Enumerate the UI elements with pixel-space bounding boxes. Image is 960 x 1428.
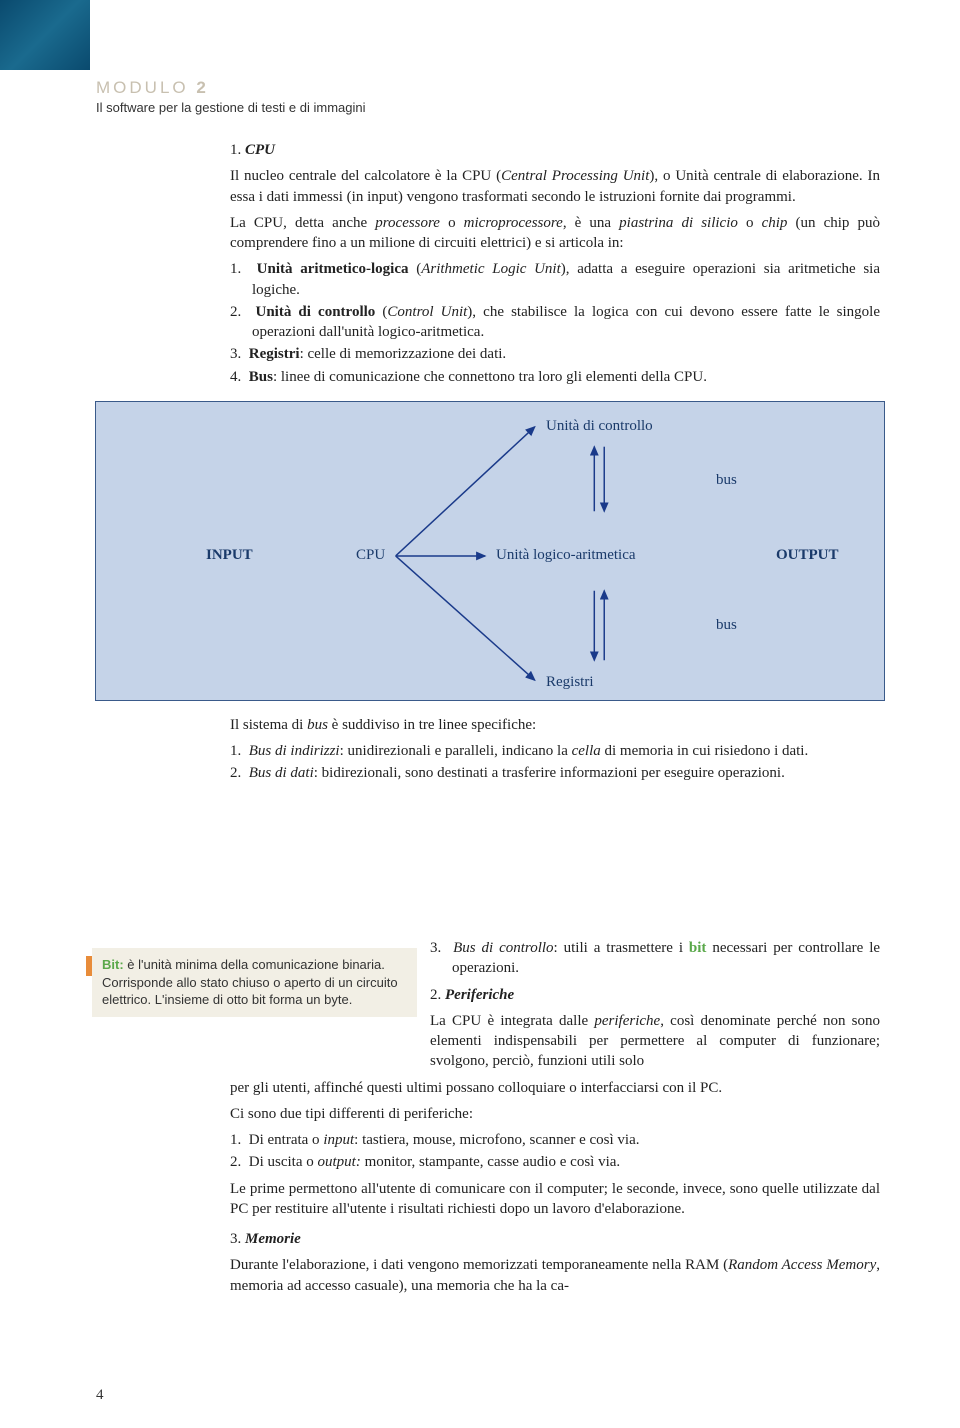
bus-item-3: 3. Bus di controllo: utili a trasmettere… — [430, 938, 880, 979]
diagram-cpu-label: CPU — [356, 547, 385, 564]
content-wrapped: 3. Bus di controllo: utili a trasmettere… — [230, 938, 880, 1302]
cpu-component-list: 1. Unità aritmetico-logica (Arithmetic L… — [230, 259, 880, 387]
module-text: MODULO — [96, 78, 189, 97]
diagram-bus-label-2: bus — [716, 617, 737, 634]
periferiche-p2: Ci sono due tipi differenti di periferic… — [230, 1104, 880, 1124]
list-item: 2. Di uscita o output: monitor, stampant… — [230, 1152, 880, 1172]
para-cpu-desc: La CPU, detta anche processore o micropr… — [230, 213, 880, 254]
page-number: 4 — [96, 1387, 104, 1404]
para-cpu-intro: Il nucleo centrale del calcolatore è la … — [230, 166, 880, 207]
module-subtitle: Il software per la gestione di testi e d… — [96, 100, 366, 115]
list-item: 1. Unità aritmetico-logica (Arithmetic L… — [230, 259, 880, 300]
section-heading-1: 1. CPU — [230, 140, 880, 160]
section-heading-3: 3. Memorie — [230, 1229, 880, 1249]
periferiche-p3: Le prime permettono all'utente di comuni… — [230, 1179, 880, 1220]
section-heading-2: 2. Periferiche — [430, 985, 880, 1005]
header-image — [0, 0, 90, 70]
diagram-bus-label-1: bus — [716, 472, 737, 489]
bus-intro: Il sistema di bus è suddiviso in tre lin… — [230, 715, 880, 735]
module-label: MODULO 2 — [96, 78, 209, 98]
module-number: 2 — [196, 78, 208, 97]
periferiche-p1-b: per gli utenti, affinché questi ultimi p… — [230, 1078, 880, 1098]
list-item: 1. Di entrata o input: tastiera, mouse, … — [230, 1130, 880, 1150]
periferiche-list: 1. Di entrata o input: tastiera, mouse, … — [230, 1130, 880, 1173]
diagram-ula-label: Unità logico-aritmetica — [496, 547, 636, 564]
main-content: 1. CPU Il nucleo centrale del calcolator… — [230, 140, 880, 786]
cpu-diagram: INPUT CPU Unità logico-aritmetica OUTPUT… — [95, 401, 885, 701]
periferiche-p1-a: La CPU è integrata dalle periferiche, co… — [430, 1011, 880, 1072]
memorie-p: Durante l'elaborazione, i dati vengono m… — [230, 1255, 880, 1296]
bus-list: 1. Bus di indirizzi: unidirezionali e pa… — [230, 741, 880, 784]
list-item: 2. Unità di controllo (Control Unit), ch… — [230, 302, 880, 343]
list-item: 3. Registri: celle di memorizzazione dei… — [230, 344, 880, 364]
diagram-uc-label: Unità di controllo — [546, 418, 653, 435]
list-item: 1. Bus di indirizzi: unidirezionali e pa… — [230, 741, 880, 761]
diagram-output-label: OUTPUT — [776, 547, 839, 564]
diagram-registri-label: Registri — [546, 674, 594, 691]
definition-term: Bit: — [102, 957, 124, 972]
list-item: 4. Bus: linee di comunicazione che conne… — [230, 367, 880, 387]
diagram-input-label: INPUT — [206, 547, 253, 564]
list-item: 2. Bus di dati: bidirezionali, sono dest… — [230, 763, 880, 783]
